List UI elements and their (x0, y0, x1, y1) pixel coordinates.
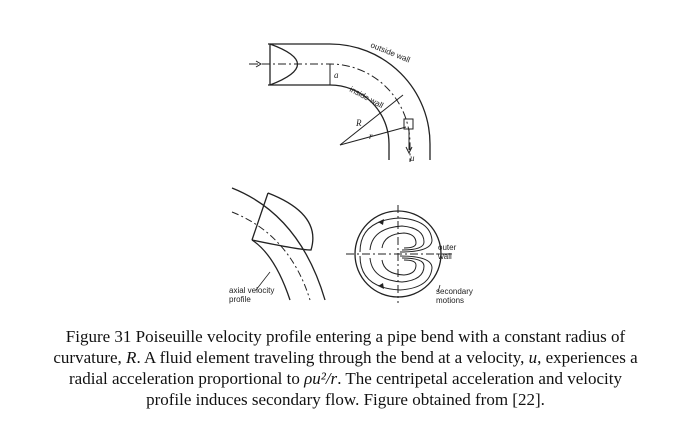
outside-wall-line (268, 43, 431, 160)
axial-velocity-profile-label: axial velocity profile (229, 286, 277, 304)
lower-profile-line (251, 192, 269, 241)
label-R: R (355, 118, 362, 128)
outside-wall-label: outside wall (369, 41, 411, 65)
lower-outer-wall (231, 187, 326, 301)
lower-parabolic-profile (251, 192, 314, 251)
axial-profile-leader (255, 271, 271, 291)
inside-wall-label: inside wall (348, 85, 385, 110)
radius-r-line (339, 126, 407, 146)
label-a: a (334, 70, 339, 80)
caption-line-1: Figure 31 Poiseuille velocity profile en… (65, 327, 626, 346)
figure-caption: Figure 31 Poiseuille velocity profile en… (20, 326, 671, 410)
label-u: u (410, 153, 415, 163)
lower-vortex (359, 255, 433, 291)
caption-line-3: radial acceleration proportional to ρu²/… (69, 369, 622, 388)
label-r: r (369, 131, 373, 141)
inside-wall-line (268, 84, 390, 160)
radius-R-line (339, 94, 404, 146)
caption-line-4: profile induces secondary flow. Figure o… (146, 390, 545, 409)
figure-illustration: outside wall inside wall a R r u outer w… (229, 41, 475, 305)
outer-wall-label: outer wall (437, 243, 458, 261)
lower-centerline (231, 211, 311, 301)
secondary-motions-leader (437, 284, 441, 293)
caption-line-2: curvature, R. A fluid element traveling … (53, 348, 638, 367)
secondary-motions-label: secondary motions (436, 287, 475, 305)
upper-vortex (359, 217, 433, 253)
lower-inner-wall (251, 239, 291, 301)
parabolic-profile (269, 43, 299, 86)
